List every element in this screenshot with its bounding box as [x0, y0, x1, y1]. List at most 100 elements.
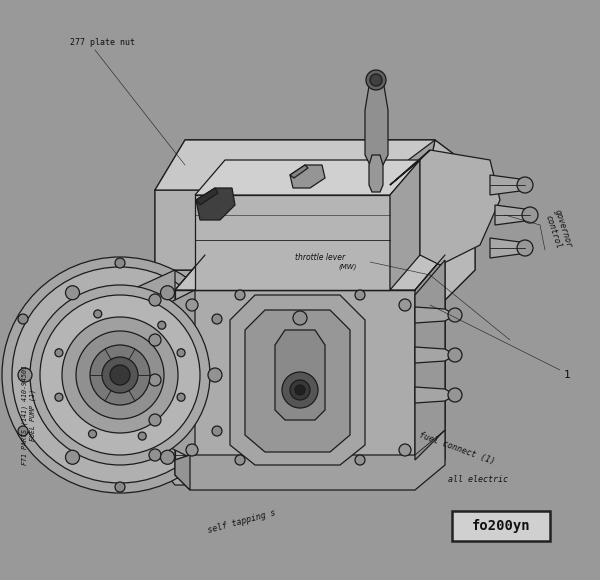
Circle shape	[40, 295, 200, 455]
Polygon shape	[195, 195, 390, 290]
Circle shape	[149, 294, 161, 306]
Circle shape	[399, 444, 411, 456]
Polygon shape	[395, 140, 435, 190]
Text: fo200yn: fo200yn	[472, 519, 530, 533]
Polygon shape	[175, 290, 415, 460]
Circle shape	[102, 357, 138, 393]
Circle shape	[149, 449, 161, 461]
Circle shape	[293, 311, 307, 325]
Circle shape	[517, 240, 533, 256]
Polygon shape	[245, 310, 350, 452]
Polygon shape	[175, 255, 445, 290]
Polygon shape	[230, 295, 365, 465]
Circle shape	[149, 374, 161, 386]
Circle shape	[158, 321, 166, 329]
Circle shape	[2, 257, 238, 493]
Circle shape	[366, 70, 386, 90]
Text: all electric: all electric	[448, 475, 508, 484]
Circle shape	[76, 331, 164, 419]
Polygon shape	[415, 260, 445, 460]
Circle shape	[517, 177, 533, 193]
Circle shape	[55, 349, 63, 357]
Circle shape	[161, 286, 175, 300]
Polygon shape	[275, 330, 325, 420]
Circle shape	[90, 345, 150, 405]
Text: governor
control: governor control	[542, 208, 574, 252]
Polygon shape	[390, 150, 430, 185]
Polygon shape	[390, 150, 500, 265]
FancyBboxPatch shape	[452, 511, 550, 541]
Polygon shape	[369, 155, 383, 192]
Polygon shape	[415, 347, 455, 363]
Polygon shape	[290, 165, 325, 188]
Circle shape	[161, 450, 175, 464]
Polygon shape	[155, 290, 195, 460]
Circle shape	[177, 393, 185, 401]
Circle shape	[149, 414, 161, 426]
Circle shape	[94, 310, 102, 318]
Circle shape	[448, 308, 462, 322]
Circle shape	[18, 368, 32, 382]
Circle shape	[399, 299, 411, 311]
Polygon shape	[155, 170, 425, 190]
Circle shape	[355, 455, 365, 465]
Circle shape	[522, 207, 538, 223]
Circle shape	[355, 290, 365, 300]
Text: 1: 1	[563, 370, 571, 380]
Circle shape	[282, 372, 318, 408]
Circle shape	[448, 348, 462, 362]
Circle shape	[138, 432, 146, 440]
Polygon shape	[490, 175, 525, 195]
Circle shape	[65, 286, 79, 300]
Circle shape	[235, 290, 245, 300]
Polygon shape	[415, 387, 455, 403]
Circle shape	[115, 258, 125, 268]
Text: (MW): (MW)	[339, 264, 357, 270]
Text: 277 plate nut: 277 plate nut	[70, 38, 135, 47]
Polygon shape	[195, 160, 420, 195]
Circle shape	[149, 334, 161, 346]
Circle shape	[448, 388, 462, 402]
Polygon shape	[155, 270, 445, 485]
Text: FUEL PUMP (1): FUEL PUMP (1)	[30, 389, 37, 441]
Polygon shape	[175, 455, 190, 490]
Circle shape	[62, 317, 178, 433]
Polygon shape	[290, 165, 308, 178]
Circle shape	[370, 74, 382, 86]
Circle shape	[18, 426, 28, 436]
Polygon shape	[415, 255, 445, 460]
Text: self tapping s: self tapping s	[207, 508, 277, 535]
Polygon shape	[185, 140, 475, 300]
Polygon shape	[175, 430, 445, 490]
Polygon shape	[196, 188, 218, 205]
Polygon shape	[155, 140, 435, 190]
Text: FT1 PARTS (141) 410-94501: FT1 PARTS (141) 410-94501	[22, 365, 29, 465]
Circle shape	[110, 365, 130, 385]
Circle shape	[30, 285, 210, 465]
Circle shape	[235, 455, 245, 465]
Polygon shape	[196, 188, 235, 220]
Polygon shape	[495, 205, 530, 225]
Polygon shape	[120, 270, 175, 460]
Circle shape	[12, 267, 228, 483]
Circle shape	[55, 393, 63, 401]
Circle shape	[212, 426, 222, 436]
Polygon shape	[390, 160, 420, 290]
Circle shape	[18, 314, 28, 324]
Polygon shape	[155, 170, 425, 270]
Text: fuel connect (1): fuel connect (1)	[418, 430, 496, 466]
Circle shape	[208, 368, 222, 382]
Polygon shape	[155, 140, 475, 300]
Circle shape	[177, 349, 185, 357]
Text: throttle lever: throttle lever	[295, 253, 345, 263]
Circle shape	[295, 385, 305, 395]
Polygon shape	[490, 238, 525, 258]
Circle shape	[65, 450, 80, 464]
Circle shape	[212, 314, 222, 324]
Circle shape	[186, 444, 198, 456]
Polygon shape	[415, 307, 455, 323]
Circle shape	[290, 380, 310, 400]
Circle shape	[115, 482, 125, 492]
Circle shape	[186, 299, 198, 311]
Polygon shape	[365, 80, 388, 165]
